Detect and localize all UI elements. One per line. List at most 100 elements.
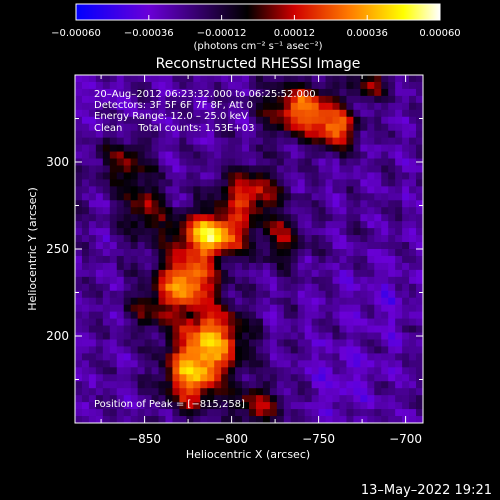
heatmap-cell xyxy=(367,123,375,132)
heatmap-cell xyxy=(151,360,159,368)
heatmap-cell xyxy=(186,360,194,368)
heatmap-cell xyxy=(283,381,292,389)
heatmap-cell xyxy=(123,255,132,264)
heatmap-cell xyxy=(75,304,83,313)
heatmap-cell xyxy=(297,214,306,222)
heatmap-cell xyxy=(318,269,326,278)
heatmap-cell xyxy=(416,255,424,264)
heatmap-cell xyxy=(123,75,132,83)
heatmap-cell xyxy=(395,381,403,389)
heatmap-cell xyxy=(304,416,313,424)
heatmap-cell xyxy=(165,409,173,417)
heatmap-cell xyxy=(81,179,90,187)
heatmap-cell xyxy=(249,262,257,271)
heatmap-cell xyxy=(207,165,215,173)
heatmap-cell xyxy=(221,81,229,90)
heatmap-cell xyxy=(367,88,375,97)
heatmap-cell xyxy=(144,255,152,264)
heatmap-cell xyxy=(374,130,382,139)
heatmap-cell xyxy=(297,311,306,319)
heatmap-cell xyxy=(95,200,104,208)
heatmap-cell xyxy=(346,137,354,145)
heatmap-cell xyxy=(75,123,83,132)
heatmap-cell xyxy=(102,249,111,257)
heatmap-cell xyxy=(304,200,313,208)
heatmap-cell xyxy=(109,75,118,83)
heatmap-cell xyxy=(228,395,236,403)
heatmap-cell xyxy=(214,95,222,104)
heatmap-cell xyxy=(290,381,299,389)
heatmap-cell xyxy=(249,249,257,257)
heatmap-cell xyxy=(179,207,187,215)
heatmap-cell xyxy=(269,235,278,243)
heatmap-cell xyxy=(109,249,118,257)
heatmap-cell xyxy=(200,123,208,132)
heatmap-cell xyxy=(193,374,201,382)
heatmap-cell xyxy=(416,75,424,83)
heatmap-cell xyxy=(262,416,271,424)
heatmap-cell xyxy=(374,102,382,111)
heatmap-cell xyxy=(123,318,132,326)
heatmap-cell xyxy=(179,116,187,125)
heatmap-cell xyxy=(165,130,173,139)
heatmap-cell xyxy=(228,186,236,194)
heatmap-cell xyxy=(304,109,313,118)
heatmap-cell xyxy=(123,325,132,333)
heatmap-cell xyxy=(395,249,403,257)
heatmap-cell xyxy=(276,200,285,208)
heatmap-cell xyxy=(297,249,306,257)
heatmap-cell xyxy=(332,116,340,125)
heatmap-cell xyxy=(165,179,173,187)
heatmap-cell xyxy=(242,297,250,306)
heatmap-cell xyxy=(290,269,299,278)
heatmap-cell xyxy=(304,179,313,187)
heatmap-cell xyxy=(346,95,354,104)
heatmap-cell xyxy=(75,95,83,104)
heatmap-cell xyxy=(130,130,139,139)
heatmap-cell xyxy=(395,276,403,285)
heatmap-cell xyxy=(339,409,347,417)
heatmap-cell xyxy=(283,360,292,368)
heatmap-cell xyxy=(207,88,215,97)
heatmap-cell xyxy=(388,353,396,361)
heatmap-cell xyxy=(214,172,222,180)
heatmap-cell xyxy=(269,172,278,180)
heatmap-cell xyxy=(395,402,403,410)
heatmap-cell xyxy=(325,402,333,410)
heatmap-cell xyxy=(311,388,319,396)
heatmap-cell xyxy=(249,221,257,229)
heatmap-cell xyxy=(186,88,194,97)
heatmap-cell xyxy=(109,200,118,208)
heatmap-cell xyxy=(102,116,111,125)
heatmap-cell xyxy=(116,144,125,152)
heatmap-cell xyxy=(318,409,326,417)
heatmap-cell xyxy=(255,346,264,354)
heatmap-cell xyxy=(158,221,166,229)
heatmap-cell xyxy=(214,81,222,90)
heatmap-cell xyxy=(179,346,187,354)
heatmap-cell xyxy=(179,235,187,243)
heatmap-cell xyxy=(158,402,166,410)
heatmap-cell xyxy=(339,116,347,125)
heatmap-cell xyxy=(200,242,208,250)
heatmap-cell xyxy=(318,214,326,222)
heatmap-cell xyxy=(304,311,313,319)
heatmap-cell xyxy=(304,186,313,194)
heatmap-cell xyxy=(297,130,306,139)
heatmap-cell xyxy=(402,130,410,139)
heatmap-cell xyxy=(297,158,306,166)
heatmap-cell xyxy=(346,116,354,125)
heatmap-cell xyxy=(109,242,118,250)
colorbar-tick-label: −0.00060 xyxy=(51,28,101,39)
heatmap-cell xyxy=(75,242,83,250)
heatmap-cell xyxy=(325,75,333,83)
heatmap-cell xyxy=(109,416,118,424)
heatmap-cell xyxy=(109,95,118,104)
heatmap-cell xyxy=(255,325,264,333)
heatmap-cell xyxy=(137,228,145,236)
heatmap-cell xyxy=(235,242,243,250)
heatmap-cell xyxy=(395,353,403,361)
heatmap-cell xyxy=(318,158,326,166)
heatmap-cell xyxy=(109,193,118,201)
heatmap-cell xyxy=(193,221,201,229)
